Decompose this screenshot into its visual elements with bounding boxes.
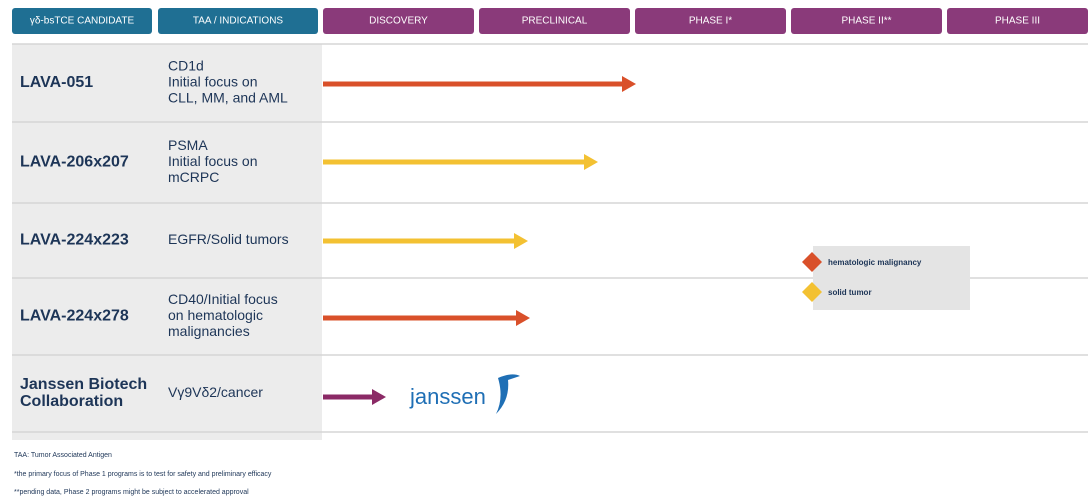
arrow-head (584, 154, 598, 170)
indication: CLL, MM, and AML (168, 90, 288, 106)
indication: CD40/Initial focus (168, 291, 278, 307)
indication: EGFR/Solid tumors (168, 231, 289, 247)
header-cell (791, 8, 942, 34)
legend-box (813, 246, 970, 310)
candidate-name: LAVA-051 (20, 74, 93, 91)
candidate-name: LAVA-224x223 (20, 232, 129, 249)
candidate-name: Janssen Biotech (20, 376, 147, 393)
indication: mCRPC (168, 169, 219, 185)
indication: Vγ9Vδ2/cancer (168, 384, 263, 400)
arrow-head (514, 233, 528, 249)
footnote: TAA: Tumor Associated Antigen (14, 452, 112, 459)
arrow-head (516, 310, 530, 326)
indication: PSMA (168, 137, 208, 153)
legend-label: solid tumor (828, 288, 872, 297)
arrows (323, 76, 636, 405)
indication: CD1d (168, 58, 204, 74)
header-cell (635, 8, 786, 34)
footnote: **pending data, Phase 2 programs might b… (14, 489, 249, 496)
header-label: PRECLINICAL (522, 16, 588, 27)
arrow-head (622, 76, 636, 92)
candidate-name: LAVA-224x278 (20, 308, 129, 325)
footnote: *the primary focus of Phase 1 programs i… (14, 471, 272, 478)
logo-mark (496, 374, 520, 414)
candidate-name: LAVA-206x207 (20, 154, 129, 171)
indication: Initial focus on (168, 153, 258, 169)
indication: Initial focus on (168, 74, 258, 90)
partner-logo: janssen (409, 384, 486, 409)
legend-swatch (802, 282, 822, 302)
header-label: TAA / INDICATIONS (193, 16, 284, 27)
indication: on hematologic (168, 307, 263, 323)
header-label: γδ-bsTCE CANDIDATE (30, 16, 135, 27)
header-label: PHASE I* (689, 16, 732, 27)
header-label: DISCOVERY (369, 16, 428, 27)
header-label: PHASE II** (841, 16, 891, 27)
header-cell (479, 8, 630, 34)
legend-swatch (802, 252, 822, 272)
header-label: PHASE III (995, 16, 1040, 27)
arrow-head (372, 389, 386, 405)
header-cell (323, 8, 474, 34)
legend-label: hematologic malignancy (828, 258, 922, 267)
header-cell (947, 8, 1088, 34)
header-cell (12, 8, 152, 34)
indication: malignancies (168, 323, 250, 339)
header-cell (158, 8, 318, 34)
label-panel (12, 44, 322, 440)
candidate-name: Collaboration (20, 393, 123, 410)
